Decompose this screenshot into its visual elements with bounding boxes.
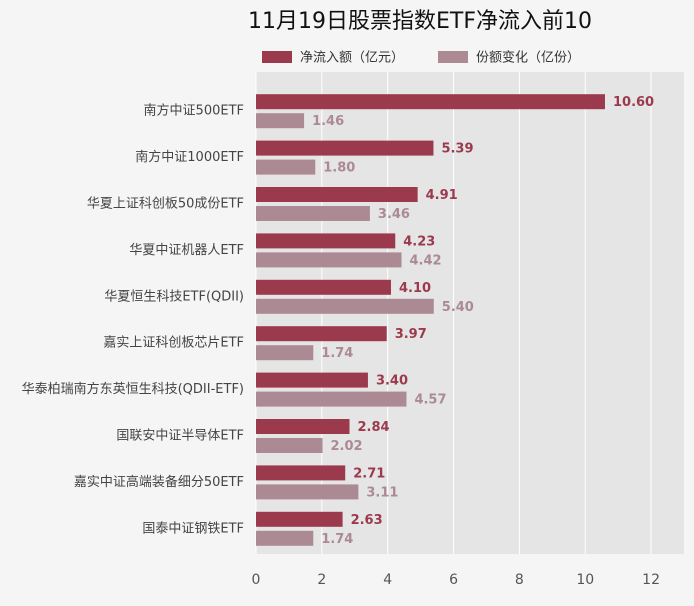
bar (256, 511, 343, 527)
bar (256, 279, 391, 295)
value-label: 1.74 (321, 346, 353, 361)
bar (256, 298, 434, 314)
value-label: 10.60 (613, 95, 654, 110)
value-label: 1.74 (321, 532, 353, 547)
x-tick-label: 4 (383, 572, 392, 588)
x-tick-label: 8 (515, 572, 524, 588)
bar (256, 419, 350, 434)
bar (256, 233, 396, 249)
y-tick-label: 华泰柏瑞南方东英恒生科技(QDII-ETF) (22, 381, 244, 397)
x-tick-label: 12 (642, 572, 660, 588)
value-label: 2.02 (331, 439, 363, 454)
bar (256, 326, 387, 342)
bar (256, 372, 368, 388)
value-label: 1.80 (323, 161, 355, 176)
value-label: 5.40 (442, 300, 474, 315)
x-tick-label: 0 (252, 572, 261, 588)
value-label: 1.46 (312, 114, 344, 129)
y-tick-label: 华夏上证科创板50成份ETF (87, 197, 244, 212)
x-tick-label: 10 (576, 572, 594, 588)
bar (256, 438, 323, 453)
legend-swatch (438, 51, 468, 63)
value-label: 4.42 (410, 253, 442, 268)
bar (256, 252, 402, 268)
legend-swatch (262, 51, 292, 63)
value-label: 2.84 (358, 420, 390, 435)
y-tick-label: 嘉实中证高端装备细分50ETF (74, 474, 244, 490)
bar (256, 345, 314, 361)
bar (256, 530, 314, 546)
chart-title: 11月19日股票指数ETF净流入前10 (248, 9, 592, 34)
bar (256, 465, 346, 481)
legend-label: 净流入额（亿元） (300, 51, 404, 66)
bar (256, 140, 434, 156)
value-label: 3.46 (378, 207, 410, 222)
bar (256, 94, 605, 110)
legend-label: 份额变化（亿份） (476, 50, 580, 66)
bar (256, 159, 316, 175)
y-tick-label: 国泰中证钢铁ETF (142, 521, 244, 536)
value-label: 4.23 (403, 234, 435, 249)
y-tick-label: 嘉实上证科创板芯片ETF (103, 336, 244, 351)
value-label: 2.71 (353, 466, 385, 481)
x-tick-label: 6 (449, 572, 458, 588)
bar (256, 391, 407, 407)
y-tick-label: 华夏中证机器人ETF (129, 243, 244, 258)
y-tick-label: 国联安中证半导体ETF (116, 429, 244, 444)
bar (256, 484, 359, 500)
y-tick-label: 南方中证1000ETF (135, 149, 244, 165)
y-tick-label: 华夏恒生科技ETF(QDII) (104, 289, 244, 304)
y-tick-label: 南方中证500ETF (144, 103, 244, 119)
value-label: 2.63 (351, 513, 383, 528)
x-tick-label: 2 (317, 572, 326, 588)
value-label: 4.10 (399, 281, 431, 296)
value-label: 3.97 (395, 327, 427, 342)
value-label: 4.91 (426, 188, 458, 203)
value-label: 3.11 (366, 485, 398, 500)
value-label: 5.39 (441, 142, 473, 157)
value-label: 3.40 (376, 374, 408, 389)
value-label: 4.57 (414, 393, 446, 408)
bar (256, 206, 370, 221)
bar (256, 187, 418, 202)
bar (256, 113, 305, 129)
